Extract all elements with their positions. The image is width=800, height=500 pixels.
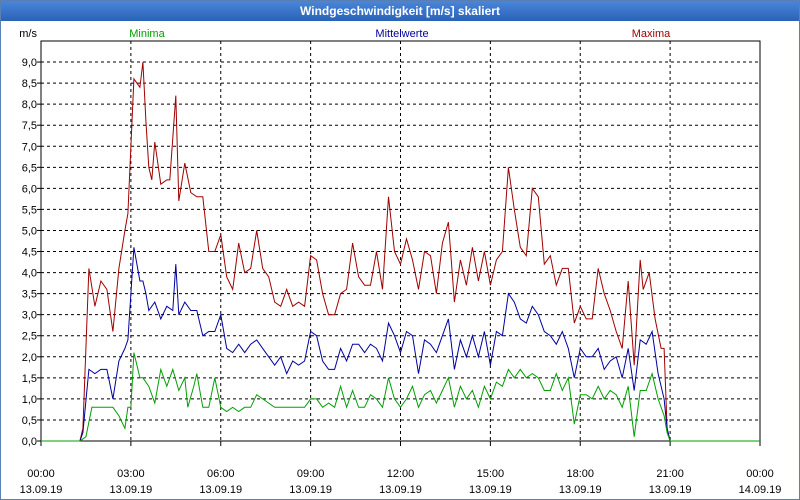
y-tick-label: 7,5 xyxy=(22,120,37,132)
y-tick-label: 1,5 xyxy=(22,373,37,385)
x-tick-time: 00:00 xyxy=(27,468,55,480)
y-tick-label: 2,5 xyxy=(22,331,37,343)
x-tick-date: 13.09.19 xyxy=(379,484,422,496)
y-tick-label: 0,5 xyxy=(22,415,37,427)
y-tick-label: 5,5 xyxy=(22,204,37,216)
x-tick-date: 13.09.19 xyxy=(649,484,692,496)
y-tick-label: 5,0 xyxy=(22,225,37,237)
series-group xyxy=(41,62,760,442)
grid xyxy=(41,41,760,441)
series-line-maxima xyxy=(41,62,760,442)
series-line-mittelwerte xyxy=(41,247,760,442)
x-tick-date: 13.09.19 xyxy=(20,484,63,496)
y-tick-label: 8,0 xyxy=(22,99,37,111)
x-tick-time: 06:00 xyxy=(207,468,235,480)
y-tick-label: 8,5 xyxy=(22,78,37,90)
x-tick-date: 14.09.19 xyxy=(739,484,782,496)
legend-mittelwerte: Mittelwerte xyxy=(375,28,428,40)
x-tick-date: 13.09.19 xyxy=(289,484,332,496)
y-tick-label: 4,0 xyxy=(22,268,37,280)
window-title: Windgeschwindigkeit [m/s] skaliert xyxy=(1,1,799,21)
x-tick-date: 13.09.19 xyxy=(199,484,242,496)
x-tick-time: 18:00 xyxy=(566,468,594,480)
y-tick-label: 3,0 xyxy=(22,310,37,322)
y-tick-label: 2,0 xyxy=(22,352,37,364)
plot-frame xyxy=(40,40,761,442)
y-axis-unit-label: m/s xyxy=(19,28,37,40)
y-tick-label: 7,0 xyxy=(22,141,37,153)
y-tick-label: 1,0 xyxy=(22,394,37,406)
legend-maxima: Maxima xyxy=(632,28,671,40)
wind-speed-chart: 0,0 0,5 1,0 1,5 2,0 2,5 3,0 3,5 4,0 4,5 5,0 5,5 6,0 6… xyxy=(19,28,781,496)
y-tick-label: 9,0 xyxy=(22,57,37,69)
x-tick-date: 13.09.19 xyxy=(559,484,602,496)
x-tick-time: 03:00 xyxy=(117,468,145,480)
axes xyxy=(37,40,761,446)
y-tick-label: 0,0 xyxy=(22,436,37,448)
legend-minima: Minima xyxy=(129,28,165,40)
y-tick-label: 6,5 xyxy=(22,162,37,174)
y-tick-label: 3,5 xyxy=(22,289,37,301)
labels: 0,0 0,5 1,0 1,5 2,0 2,5 3,0 3,5 4,0 4,5 5,0 5,5 6,0 6… xyxy=(19,28,781,496)
y-tick-label: 6,0 xyxy=(22,183,37,195)
y-tick-label: 4,5 xyxy=(22,247,37,259)
x-tick-time: 00:00 xyxy=(746,468,774,480)
x-tick-time: 15:00 xyxy=(477,468,505,480)
x-tick-date: 13.09.19 xyxy=(469,484,512,496)
x-tick-time: 12:00 xyxy=(387,468,415,480)
x-tick-time: 21:00 xyxy=(656,468,684,480)
series-line-minima xyxy=(41,352,760,442)
x-tick-time: 09:00 xyxy=(297,468,325,480)
x-tick-date: 13.09.19 xyxy=(109,484,152,496)
